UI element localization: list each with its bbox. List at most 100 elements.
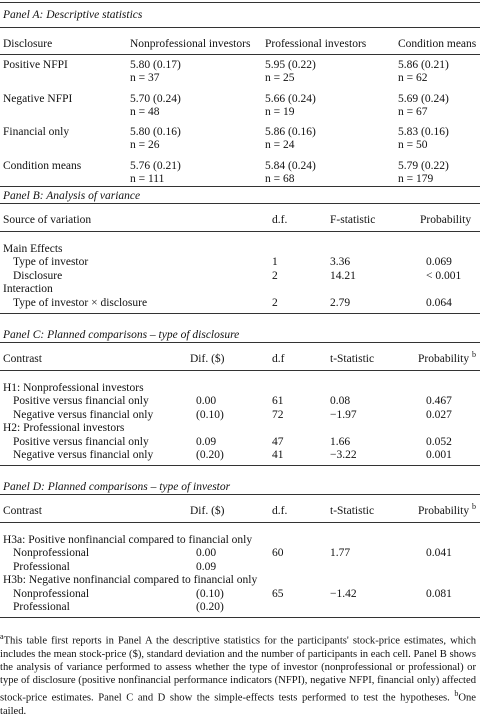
- cell: 0.064: [426, 296, 452, 309]
- cell: 0.041: [426, 547, 452, 560]
- rule: [0, 231, 480, 232]
- header-note: b: [472, 350, 476, 359]
- row-label: Nonprofessional: [13, 547, 90, 560]
- cell: 2: [272, 269, 278, 282]
- column-header: Nonprofessional investors: [130, 38, 251, 50]
- cell: 2.79: [330, 296, 351, 309]
- cell: 0.00: [196, 395, 217, 408]
- cell: 5.80 (0.16): [130, 126, 181, 138]
- panel-title: Panel C: Planned comparisons – type of d…: [3, 329, 240, 341]
- footnote-mark: b: [454, 689, 459, 699]
- panel-title: Panel B: Analysis of variance: [3, 190, 141, 202]
- cell: 0.09: [196, 435, 217, 448]
- cell: 1: [272, 256, 278, 269]
- row-label: Positive versus financial only: [13, 395, 149, 408]
- row-label: Main Effects: [3, 243, 63, 255]
- cell: 5.83 (0.16): [398, 126, 449, 138]
- column-header: Source of variation: [3, 214, 92, 226]
- cell: n = 50: [398, 139, 428, 151]
- rule: [0, 494, 480, 495]
- row-label: Positive versus financial only: [13, 435, 149, 448]
- row-label: Negative versus financial only: [13, 449, 154, 461]
- header-note: b: [472, 502, 476, 511]
- cell: n = 62: [398, 72, 428, 84]
- cell: 5.79 (0.22): [398, 159, 449, 172]
- cell: 0.08: [330, 395, 351, 408]
- column-header: Contrast: [3, 353, 42, 365]
- cell: n = 19: [265, 105, 295, 118]
- cell: n = 26: [130, 139, 160, 151]
- panel-title: Panel A: Descriptive statistics: [3, 9, 143, 21]
- row-label: Positive NFPI: [3, 59, 68, 71]
- row-label: H2: Professional investors: [3, 422, 125, 435]
- column-header: d.f.: [272, 214, 288, 226]
- cell: 65: [272, 587, 284, 600]
- cell: (0.20): [196, 449, 224, 461]
- column-header: t-Statistic: [330, 505, 375, 517]
- cell: (0.10): [196, 587, 224, 600]
- cell: n = 37: [130, 72, 160, 84]
- cell: 5.95 (0.22): [265, 59, 316, 71]
- cell: 5.69 (0.24): [398, 92, 449, 105]
- cell: 3.36: [330, 256, 351, 269]
- footnotes: aThis table first reports in Panel A the…: [0, 630, 476, 714]
- row-label: H1: Nonprofessional investors: [3, 382, 144, 394]
- row-label: Type of investor: [13, 256, 89, 269]
- cell: 72: [272, 408, 284, 421]
- row-label: H3b: Negative nonfinancial compared to f…: [3, 574, 258, 587]
- rule: [0, 203, 480, 204]
- cell: 0.00: [196, 547, 217, 560]
- rule: [0, 186, 480, 187]
- footnote-text: One tailed.: [0, 692, 476, 714]
- row-label: Negative NFPI: [3, 92, 73, 105]
- row-label: Nonprofessional: [13, 587, 90, 600]
- row-label: Negative versus financial only: [13, 408, 154, 421]
- cell: (0.10): [196, 408, 224, 421]
- cell: (0.20): [196, 601, 224, 613]
- cell: n = 67: [398, 105, 428, 118]
- rule: [0, 465, 480, 467]
- cell: −3.22: [330, 449, 357, 461]
- column-header: Probability: [418, 505, 470, 517]
- cell: n = 68: [265, 172, 295, 185]
- cell: 5.80 (0.17): [130, 59, 181, 71]
- cell: n = 24: [265, 139, 295, 151]
- column-header: Probability: [420, 214, 472, 226]
- cell: 1.77: [330, 547, 351, 560]
- column-header: Contrast: [3, 505, 42, 517]
- cell: 5.84 (0.24): [265, 159, 316, 172]
- cell: < 0.001: [426, 269, 462, 282]
- panel-title: Panel D: Planned comparisons – type of i…: [3, 481, 231, 493]
- row-label: Condition means: [3, 159, 82, 172]
- cell: 0.467: [426, 395, 452, 408]
- cell: 5.70 (0.24): [130, 92, 181, 105]
- cell: 0.09: [196, 560, 217, 573]
- cell: n = 48: [130, 105, 160, 118]
- column-header: Condition means: [398, 38, 477, 50]
- cell: n = 25: [265, 72, 295, 84]
- row-label: Disclosure: [13, 269, 63, 282]
- cell: 5.86 (0.21): [398, 59, 449, 71]
- cell: 5.76 (0.21): [130, 159, 181, 172]
- cell: 1.66: [330, 435, 351, 448]
- rule: [0, 54, 480, 55]
- row-label: Interaction: [3, 283, 53, 296]
- rule: [0, 617, 480, 619]
- column-header: Professional investors: [265, 38, 367, 50]
- column-header: Disclosure: [3, 38, 53, 50]
- column-header: Dif. ($): [190, 505, 225, 517]
- column-header: t-Statistic: [330, 353, 375, 365]
- cell: 0.081: [426, 587, 452, 600]
- rule: [0, 27, 480, 28]
- cell: 0.069: [426, 256, 452, 269]
- cell: 5.86 (0.16): [265, 126, 316, 138]
- row-label: H3a: Positive nonfinancial compared to f…: [3, 534, 253, 546]
- column-header: d.f.: [272, 505, 288, 517]
- cell: n = 179: [398, 172, 434, 185]
- footnote-mark: a: [0, 632, 4, 641]
- row-label: Professional: [13, 560, 70, 573]
- rule: [0, 370, 480, 371]
- rule: [0, 342, 480, 343]
- cell: 61: [272, 395, 284, 408]
